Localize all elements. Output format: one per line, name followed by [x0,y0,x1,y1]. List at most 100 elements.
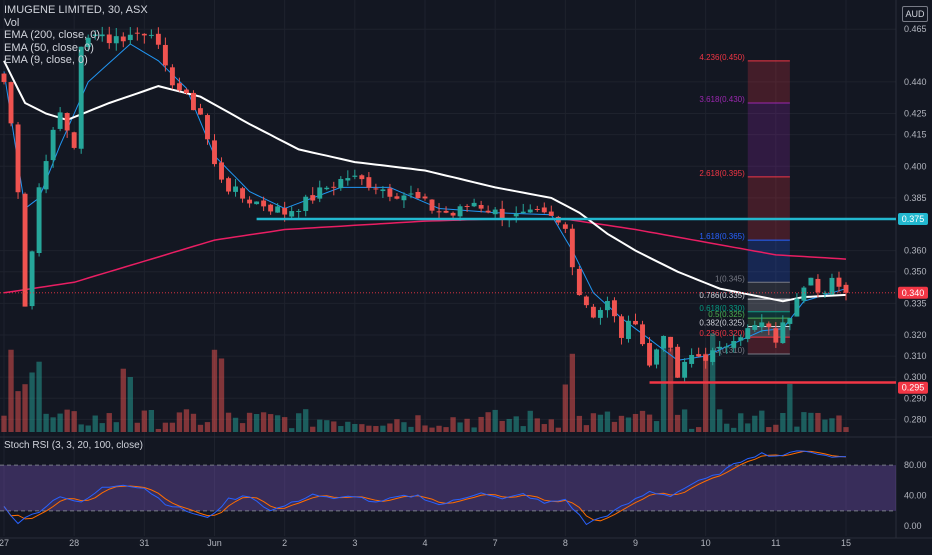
volume-bar [450,417,456,432]
candle-body [36,187,42,254]
volume-bar [815,412,821,432]
candle-body [640,324,645,345]
price-tick-label: 0.310 [904,351,927,361]
volume-bar [667,348,674,432]
volume-bar [541,424,547,432]
candle-body [717,346,723,349]
candle-body [738,337,744,341]
volume-bar [583,425,590,432]
price-marker [898,213,928,225]
volume-bar [331,421,337,432]
symbol-title[interactable]: IMUGENE LIMITED, 30, ASX [4,4,148,16]
candle-body [415,191,421,199]
volume-bar [359,424,365,432]
price-marker-label: 0.295 [902,383,925,393]
candle-body [534,209,540,211]
currency-badge[interactable]: AUD [902,6,928,22]
candle-body [829,277,835,295]
volume-bar [724,423,730,432]
volume-bar [436,425,442,432]
candle-body [99,34,105,37]
candle-body [541,207,547,213]
candle-body [822,292,828,294]
volume-bar [85,425,91,432]
volume-bar [57,413,63,432]
volume-bar [260,412,267,432]
volume-bar [681,409,688,432]
candle-body [661,335,667,349]
candle-body [352,175,358,177]
candle-body [240,188,246,199]
volume-bar [162,422,169,432]
volume-bar [766,427,772,432]
volume-bar [492,409,498,432]
volume-bar [190,413,197,432]
volume-bar [520,426,526,432]
volume-bar [373,426,379,432]
candle-body [176,83,182,91]
volume-bar [148,410,155,432]
volume-bar [211,349,218,432]
time-axis[interactable]: 27 28 31 Jun 2 3 4 7 8 9 10 11 15 [0,538,851,548]
horizontal-lines[interactable] [0,217,896,384]
ema-50-line [3,60,847,303]
fib-extension[interactable]: 4.236(0.450) 3.618(0.430) 2.618(0.395) 1.61… [699,53,790,355]
volume-bars [1,333,849,432]
candle-body [513,213,519,217]
candle-body [85,37,91,47]
candle-body [626,320,631,339]
volume-bar [289,428,295,432]
candle-body [282,207,288,215]
candle-body [654,349,660,365]
fib-zone [747,311,790,319]
candle-body [57,112,63,129]
candle-body [1,73,7,83]
price-marker [898,286,928,299]
volume-bar [660,339,667,432]
candle-body [212,140,217,165]
candle-body [703,354,709,361]
volume-bar [324,420,330,432]
candle-body [562,224,568,229]
price-axis[interactable]: 0.465 0.440 0.425 0.415 0.400 0.385 0.360 0.350… [898,24,928,531]
candle-body [78,46,84,149]
volume-bar [183,409,190,432]
legend-ema-9[interactable]: EMA (9, close, 0) [4,54,88,66]
price-marker-label: 0.375 [902,214,925,224]
candle-body [464,205,470,207]
candle-body [443,210,449,213]
candle-body [155,33,161,45]
candle-body [780,322,786,344]
candle-body [247,199,253,204]
time-tick-label: 11 [771,538,780,548]
volume-bar [29,372,35,432]
candle-body [113,36,119,44]
candle-body [71,132,77,148]
candle-body [183,89,189,94]
legend-ema-50[interactable]: EMA (50, close, 0) [4,41,94,54]
candle-body [317,187,323,199]
volume-bar [457,422,463,432]
volume-bar [8,349,14,432]
volume-bar [499,420,505,432]
volume-bar [780,413,786,432]
stoch-tick-label: 0.00 [904,521,922,531]
stoch-rsi-label[interactable]: Stoch RSI (3, 3, 20, 100, close) [4,440,143,451]
candle-body [134,32,140,34]
candle-body [8,82,14,124]
volume-bar [548,419,554,432]
volume-bar [787,383,793,432]
legend-ema-200[interactable]: EMA (200, close, 0) [4,29,100,41]
candle-body [759,322,765,328]
candle-body [520,211,526,214]
fib-level-label: 0.786(0.335) [699,291,745,300]
candle-body [619,316,624,338]
volume-bar [794,426,800,432]
volume-bar [829,418,835,432]
stoch-tick-label: 40.00 [904,491,927,501]
legend-vol[interactable]: Vol [4,16,20,29]
volume-bar [534,418,540,432]
candle-body [359,175,365,180]
